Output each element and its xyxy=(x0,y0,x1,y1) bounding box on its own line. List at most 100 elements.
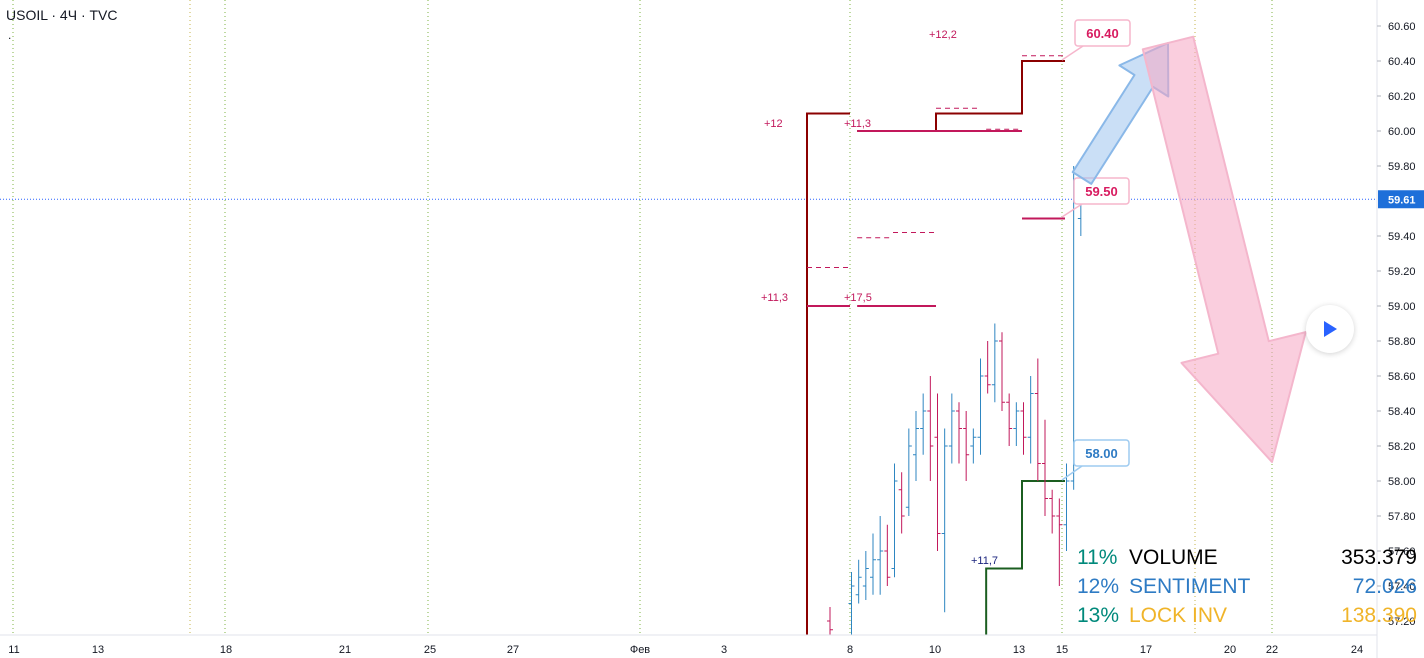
stat-percent: 12% xyxy=(1077,575,1120,598)
price-tick-label: 60.40 xyxy=(1388,56,1416,68)
time-tick-label: 13 xyxy=(92,644,104,656)
stat-value: 138.390 xyxy=(1341,604,1417,627)
price-tick-label: 59.20 xyxy=(1388,266,1416,278)
play-icon xyxy=(1324,321,1337,337)
callout-label: 60.40 xyxy=(1086,26,1119,41)
time-tick-label: 21 xyxy=(339,644,351,656)
symbol-title: USOIL · 4Ч · TVC xyxy=(6,7,118,23)
time-tick-label: 8 xyxy=(847,644,853,656)
annotation-label: +11,3 xyxy=(761,292,788,304)
ohlc-bar xyxy=(913,411,919,481)
ohlc-bar xyxy=(905,428,912,516)
time-tick-label: 10 xyxy=(929,644,941,656)
annotation-label: +17,5 xyxy=(844,292,872,304)
ohlc-bar xyxy=(877,516,884,595)
time-tick-label: 22 xyxy=(1266,644,1278,656)
annotation-label: +11,7 xyxy=(971,555,998,567)
price-tick-label: 60.60 xyxy=(1388,21,1416,33)
price-tick-label: 58.80 xyxy=(1388,336,1416,348)
time-tick-label: 15 xyxy=(1056,644,1068,656)
stat-row: 13% LOCK INV 138.390 xyxy=(1077,601,1417,630)
price-tick-label: 59.40 xyxy=(1388,231,1416,243)
callout-box xyxy=(1073,177,1130,205)
ohlc-bar xyxy=(927,376,934,481)
time-tick-label: Фев xyxy=(630,644,650,656)
stat-name: VOLUME xyxy=(1129,546,1218,569)
time-tick-label: 27 xyxy=(507,644,519,656)
ohlc-bar xyxy=(848,572,855,635)
ohlc-bar xyxy=(970,428,977,464)
ohlc-bar xyxy=(920,393,927,455)
callout-connector xyxy=(1061,465,1083,481)
stat-value: 72.026 xyxy=(1352,575,1417,598)
stat-name: SENTIMENT xyxy=(1129,575,1251,598)
ohlc-bar xyxy=(1027,376,1034,464)
time-tick-label: 18 xyxy=(220,644,232,656)
price-tick-label: 57.60 xyxy=(1388,546,1416,558)
time-tick-label: 20 xyxy=(1224,644,1236,656)
price-tick-label: 60.20 xyxy=(1388,91,1416,103)
price-tick-label: 58.60 xyxy=(1388,371,1416,383)
ohlc-bar xyxy=(884,524,891,586)
forecast-arrow-down xyxy=(1141,35,1307,463)
current-price-badge xyxy=(1378,190,1424,209)
annotation-label: +12 xyxy=(764,118,783,130)
price-tick-label: 57.20 xyxy=(1388,616,1416,628)
ohlc-bar xyxy=(870,533,876,595)
ohlc-bar xyxy=(855,559,862,604)
price-tick-label: 59.80 xyxy=(1388,161,1416,173)
price-tick-label: 58.20 xyxy=(1388,441,1416,453)
time-tick-label: 3 xyxy=(721,644,727,656)
callout-label: 58.00 xyxy=(1085,446,1118,461)
ohlc-bar xyxy=(827,607,833,635)
time-tick-label: 11 xyxy=(8,644,19,656)
ohlc-bar xyxy=(1020,402,1027,455)
ohlc-bar xyxy=(1049,489,1056,534)
price-tick-label: 58.40 xyxy=(1388,406,1416,418)
callout-label: 59.50 xyxy=(1085,184,1118,199)
stat-value: 353.379 xyxy=(1341,546,1417,569)
symbol-subtitle: . xyxy=(8,28,12,42)
callout-box xyxy=(1073,439,1130,467)
ohlc-bar xyxy=(956,402,962,464)
price-tick-label: 58.00 xyxy=(1388,476,1416,488)
time-tick-label: 24 xyxy=(1351,644,1363,656)
stat-row: 11% VOLUME 353.379 xyxy=(1077,543,1417,572)
price-tick-label: 57.40 xyxy=(1388,581,1416,593)
callout-box xyxy=(1074,19,1131,47)
step-line-maroon xyxy=(857,60,1065,132)
price-tick-label: 59.00 xyxy=(1388,301,1416,313)
step-line-green xyxy=(985,480,1065,635)
ohlc-bar xyxy=(991,323,998,403)
ohlc-bar xyxy=(1013,402,1020,446)
price-tick-label: 60.00 xyxy=(1388,126,1416,138)
ohlc-bar xyxy=(891,463,898,578)
stat-row: 12% SENTIMENT 72.026 xyxy=(1077,572,1417,601)
time-tick-label: 13 xyxy=(1013,644,1025,656)
callout-connector xyxy=(1061,203,1083,218)
ohlc-bar xyxy=(1034,358,1041,481)
annotation-label: +11,3 xyxy=(844,118,871,130)
ohlc-bar xyxy=(1056,498,1063,586)
ohlc-bar xyxy=(1042,419,1048,516)
stat-percent: 11% xyxy=(1077,546,1118,569)
current-price-label: 59.61 xyxy=(1388,194,1416,206)
stat-percent: 13% xyxy=(1077,604,1120,627)
ohlc-bar xyxy=(934,393,941,551)
ohlc-bar xyxy=(984,341,991,394)
ohlc-bar xyxy=(862,551,869,600)
ohlc-bar xyxy=(963,411,970,481)
time-tick-label: 25 xyxy=(424,644,436,656)
play-button[interactable] xyxy=(1306,305,1354,353)
price-axis-bg xyxy=(1377,0,1424,658)
price-tick-label: 57.80 xyxy=(1388,511,1416,523)
ohlc-bar xyxy=(898,472,905,534)
annotation-label: +12,2 xyxy=(929,29,957,41)
ohlc-bar xyxy=(948,393,955,464)
step-line-maroon xyxy=(806,112,850,635)
time-tick-label: 17 xyxy=(1140,644,1152,656)
callout-connector xyxy=(1061,45,1084,61)
stat-name: LOCK INV xyxy=(1129,604,1228,627)
stats-overlay: 11% VOLUME 353.379 12% SENTIMENT 72.026 … xyxy=(1077,543,1417,630)
